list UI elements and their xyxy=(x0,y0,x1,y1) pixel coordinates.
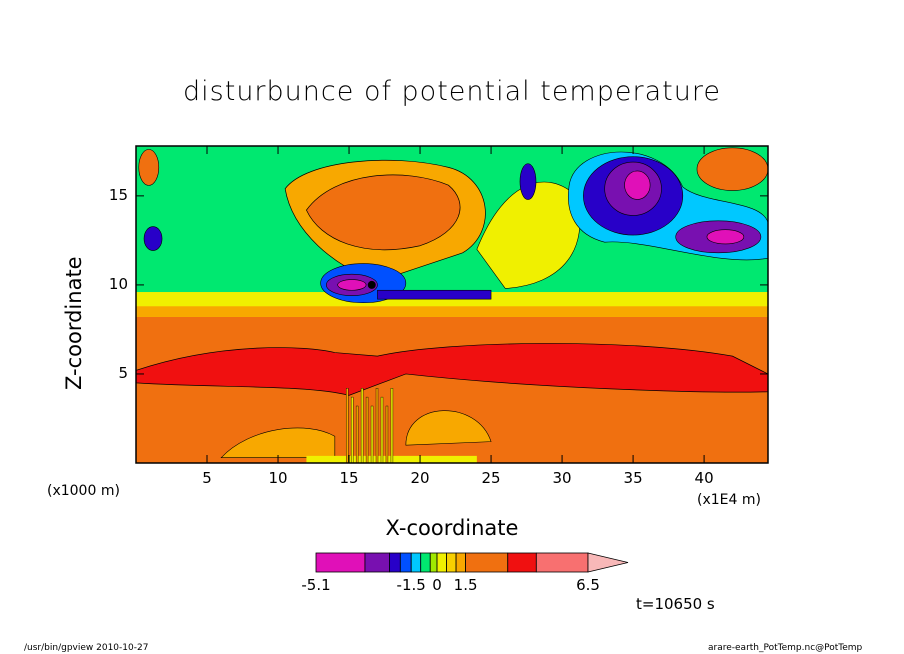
colorbar-segment xyxy=(455,552,466,573)
colorbar-segment xyxy=(410,552,422,573)
colorbar-segment xyxy=(389,552,401,573)
anvil-line xyxy=(377,289,492,300)
x-tick-label: 40 xyxy=(694,469,714,487)
footer-right: arare-earth_PotTemp.nc@PotTemp xyxy=(708,643,863,653)
turbulent-column xyxy=(370,405,374,463)
chart-title: disturbunce of potential temperature xyxy=(183,76,721,107)
x-tick-label: 30 xyxy=(552,469,572,487)
anomaly-center xyxy=(367,280,376,289)
y-axis-label: Z-coordinate xyxy=(62,256,86,390)
turbulent-column xyxy=(380,396,384,463)
turbulent-column xyxy=(375,388,379,463)
small-blue xyxy=(519,163,537,200)
colorbar-label: 6.5 xyxy=(576,576,600,594)
colorbar-segment xyxy=(535,552,589,573)
colorbar-label: -5.1 xyxy=(301,576,331,594)
colorbar-segment xyxy=(429,552,438,573)
colorbar-segment xyxy=(446,552,457,573)
red-band xyxy=(136,343,768,396)
y-tick-label: 10 xyxy=(108,274,128,293)
bottom-patch-left xyxy=(220,427,336,458)
footer-left: /usr/bin/gpview 2010-10-27 xyxy=(24,643,149,653)
upper-left-orange xyxy=(138,149,160,186)
negative-anomaly-core xyxy=(337,279,367,291)
turbulent-column xyxy=(350,396,354,463)
x-axis-ticks xyxy=(206,146,705,463)
x-tick-label: 35 xyxy=(623,469,643,487)
x-tick-label: 5 xyxy=(202,469,212,487)
light-orange-band xyxy=(136,306,768,317)
colorbar-segment xyxy=(420,552,431,573)
x-tick-label: 10 xyxy=(268,469,288,487)
upper-right-orange xyxy=(696,147,768,191)
time-label: t=10650 s xyxy=(636,595,715,613)
x-tick-label: 15 xyxy=(339,469,359,487)
plume-inner xyxy=(306,174,461,251)
turbulent-column xyxy=(360,388,364,463)
turbulent-column xyxy=(390,388,394,463)
colorbar-segment xyxy=(399,552,412,573)
colorbar-label: 1.5 xyxy=(453,576,478,594)
turbulent-column xyxy=(385,405,389,463)
turbulent-column xyxy=(345,388,349,463)
x-tick-label: 20 xyxy=(410,469,430,487)
colorbar-label: -1.5 xyxy=(396,576,426,594)
x-unit-right: (x1E4 m) xyxy=(697,492,761,508)
x-tick-label: 25 xyxy=(481,469,501,487)
bottom-patch-center xyxy=(405,410,492,446)
colorbar-segment xyxy=(364,552,390,573)
turbulent-column xyxy=(355,405,359,463)
colorbar-label: 0 xyxy=(432,576,442,594)
colorbar-arrow xyxy=(587,552,629,573)
y-tick-label: 5 xyxy=(118,363,128,382)
colorbar-segment xyxy=(507,552,537,573)
x-unit-left: (x1000 m) xyxy=(47,483,120,499)
y-axis-ticks xyxy=(136,195,768,375)
turbulent-column xyxy=(365,396,369,463)
colorbar-segment xyxy=(465,552,509,573)
y-tick-label: 15 xyxy=(108,185,128,204)
plot-frame xyxy=(135,145,769,464)
right-magenta xyxy=(706,229,745,245)
contour-field xyxy=(136,146,768,463)
upper-right-core xyxy=(624,170,651,200)
colorbar xyxy=(315,552,629,573)
colorbar-segment xyxy=(436,552,447,573)
left-blue xyxy=(143,226,163,251)
colorbar-segment xyxy=(315,552,366,573)
x-axis-label: X-coordinate xyxy=(385,516,519,540)
